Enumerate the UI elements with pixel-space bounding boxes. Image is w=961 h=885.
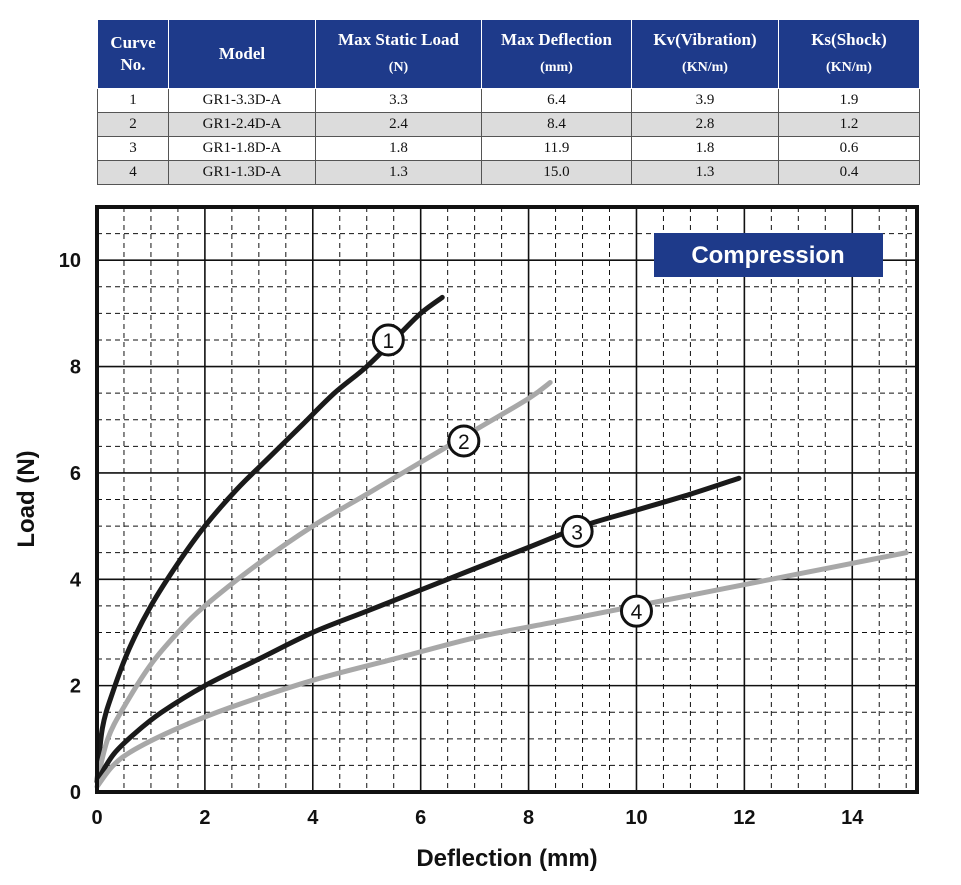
cell-ks: 0.6 bbox=[778, 136, 920, 161]
x-tick-label: 14 bbox=[841, 807, 864, 829]
badge-label: Compression bbox=[691, 242, 844, 269]
y-tick-label: 10 bbox=[59, 250, 81, 272]
x-tick-label: 10 bbox=[625, 807, 647, 829]
cell-max-static-load: 1.3 bbox=[315, 160, 482, 185]
cell-max-deflection: 11.9 bbox=[481, 136, 632, 161]
curve-marker-circle bbox=[371, 323, 405, 357]
header-ks-shock: Ks(Shock) (KN/m) bbox=[778, 19, 920, 89]
curve-marker-label: 4 bbox=[631, 601, 643, 624]
curve-marker-circle bbox=[447, 424, 481, 458]
header-unit: (KN/m) bbox=[826, 60, 872, 75]
plot-frame bbox=[95, 205, 919, 794]
header-curve-no: Curve No. bbox=[97, 19, 169, 89]
y-tick-label: 4 bbox=[70, 569, 82, 591]
x-axis-title: Deflection (mm) bbox=[416, 845, 597, 872]
x-tick-label: 0 bbox=[91, 807, 102, 829]
curve-3 bbox=[94, 475, 742, 784]
cell-ks: 0.4 bbox=[778, 160, 920, 185]
cell-curve-no: 4 bbox=[97, 160, 169, 185]
cell-max-deflection: 8.4 bbox=[481, 112, 632, 137]
table-header-row: Curve No. Model Max Static Load (N) Max De… bbox=[97, 19, 920, 89]
curve-4 bbox=[94, 550, 909, 790]
header-label: Model bbox=[218, 44, 266, 63]
curves: 1 2 3 4 bbox=[94, 294, 909, 790]
table-row: 1 GR1-3.3D-A 3.3 6.4 3.9 1.9 bbox=[97, 88, 920, 113]
cell-kv: 2.8 bbox=[631, 112, 779, 137]
cell-ks: 1.2 bbox=[778, 112, 920, 137]
header-label: Max Deflection bbox=[501, 30, 612, 49]
curve-marker-circle bbox=[619, 594, 653, 628]
cell-max-deflection: 6.4 bbox=[481, 88, 632, 113]
spec-table: Curve No. Model Max Static Load (N) Max De… bbox=[97, 19, 920, 185]
header-label: Max Static Load bbox=[338, 30, 459, 49]
cell-max-static-load: 2.4 bbox=[315, 112, 482, 137]
header-label: Kv(Vibration) bbox=[653, 30, 757, 49]
header-label: Ks(Shock) bbox=[811, 30, 887, 49]
cell-kv: 1.3 bbox=[631, 160, 779, 185]
x-tick-label: 8 bbox=[523, 807, 534, 829]
curve-marker-label: 2 bbox=[458, 431, 470, 454]
cell-model: GR1-1.8D-A bbox=[168, 136, 316, 161]
badge-background bbox=[654, 233, 883, 277]
x-tick-label: 4 bbox=[307, 807, 319, 829]
compression-badge: Compression bbox=[654, 233, 883, 277]
curve-marker-label: 3 bbox=[571, 521, 583, 544]
table-row: 4 GR1-1.3D-A 1.3 15.0 1.3 0.4 bbox=[97, 160, 920, 185]
header-unit: (mm) bbox=[540, 60, 573, 75]
curve-marker-circle bbox=[560, 514, 594, 548]
cell-curve-no: 2 bbox=[97, 112, 169, 137]
y-tick-label: 2 bbox=[70, 676, 81, 698]
header-model: Model bbox=[168, 19, 316, 89]
header-label: Curve bbox=[110, 33, 156, 52]
cell-model: GR1-1.3D-A bbox=[168, 160, 316, 185]
cell-kv: 3.9 bbox=[631, 88, 779, 113]
cell-model: GR1-3.3D-A bbox=[168, 88, 316, 113]
x-tick-label: 6 bbox=[415, 807, 426, 829]
grid bbox=[97, 207, 917, 792]
y-tick-label: 0 bbox=[70, 782, 81, 804]
header-unit: (KN/m) bbox=[682, 60, 728, 75]
y-axis-title: Load (N) bbox=[13, 450, 40, 547]
cell-max-static-load: 1.8 bbox=[315, 136, 482, 161]
header-max-static-load: Max Static Load (N) bbox=[315, 19, 482, 89]
header-max-deflection: Max Deflection (mm) bbox=[481, 19, 632, 89]
y-tick-label: 6 bbox=[70, 463, 81, 485]
table-row: 3 GR1-1.8D-A 1.8 11.9 1.8 0.6 bbox=[97, 136, 920, 161]
table-body: 1 GR1-3.3D-A 3.3 6.4 3.9 1.9 2 GR1-2.4D-A 2.4 8.4… bbox=[97, 88, 920, 185]
header-unit: (N) bbox=[388, 60, 409, 75]
x-tick-label: 2 bbox=[199, 807, 210, 829]
cell-curve-no: 3 bbox=[97, 136, 169, 161]
curve-marker-label: 1 bbox=[382, 330, 394, 353]
x-tick-label: 12 bbox=[733, 807, 755, 829]
table-row: 2 GR1-2.4D-A 2.4 8.4 2.8 1.2 bbox=[97, 112, 920, 137]
header-label: No. bbox=[120, 55, 146, 74]
y-tick-label: 8 bbox=[70, 357, 81, 379]
